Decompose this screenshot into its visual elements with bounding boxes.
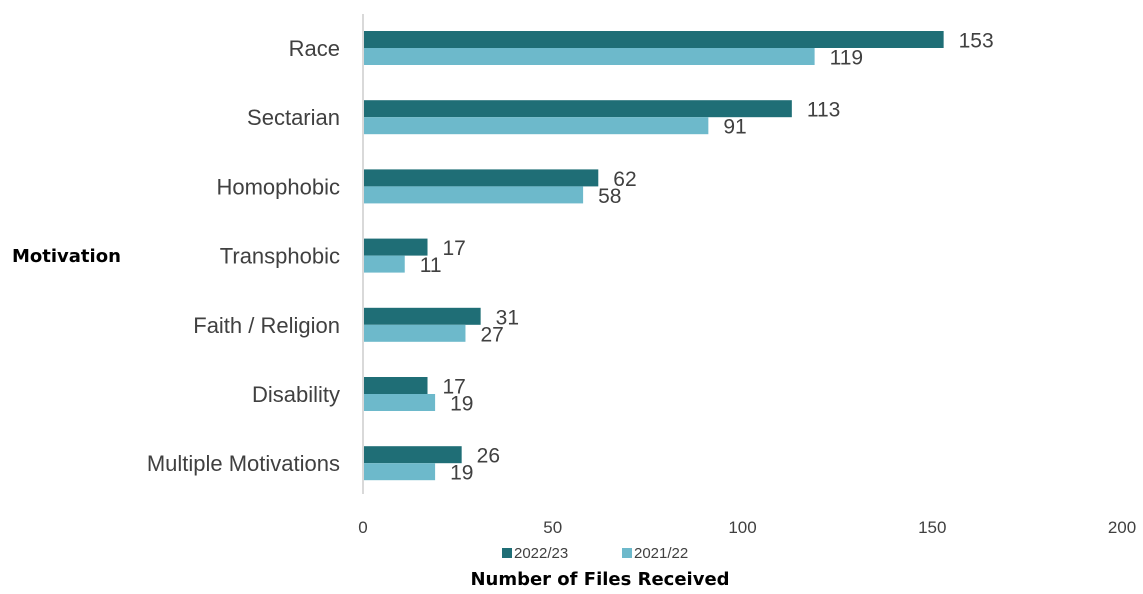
x-tick-100: 100 <box>728 518 756 537</box>
bar-multiple-motivations-0 <box>363 446 462 464</box>
bar-transphobic-0 <box>363 238 428 256</box>
bar-multiple-motivations-1 <box>363 463 436 481</box>
value-label-homophobic-1: 58 <box>598 185 621 208</box>
bar-faith-religion-0 <box>363 307 481 325</box>
bar-homophobic-0 <box>363 169 599 187</box>
legend-label-1: 2021/22 <box>634 545 688 562</box>
y-axis-title: Motivation <box>12 246 121 267</box>
value-label-faith-religion-1: 27 <box>480 323 503 346</box>
value-label-multiple-motivations-1: 19 <box>450 462 473 485</box>
value-label-disability-0: 17 <box>443 376 466 399</box>
category-label-race: Race <box>289 36 340 61</box>
value-label-sectarian-0: 113 <box>807 99 840 122</box>
value-label-disability-1: 19 <box>450 393 473 416</box>
legend-swatch-1 <box>622 548 632 558</box>
value-label-race-1: 119 <box>830 47 863 70</box>
x-tick-50: 50 <box>543 518 562 537</box>
category-labels: Race Sectarian Homophobic Transphobic Faith … <box>147 36 340 476</box>
bars <box>363 31 944 481</box>
category-label-transphobic: Transphobic <box>220 244 340 269</box>
category-label-sectarian: Sectarian <box>247 105 340 130</box>
bar-disability-1 <box>363 394 436 411</box>
bar-homophobic-1 <box>363 186 584 204</box>
category-label-disability: Disability <box>252 382 340 407</box>
bar-race-0 <box>363 31 944 48</box>
bar-sectarian-1 <box>363 117 709 135</box>
value-label-faith-religion-0: 31 <box>496 306 519 329</box>
value-label-sectarian-1: 91 <box>723 116 746 139</box>
value-label-homophobic-0: 62 <box>613 168 636 191</box>
legend-label-0: 2022/23 <box>514 545 568 562</box>
legend-swatch-0 <box>502 548 512 558</box>
value-label-multiple-motivations-0: 26 <box>477 445 500 468</box>
category-label-multiple-motivations: Multiple Motivations <box>147 451 340 476</box>
category-label-homophobic: Homophobic <box>216 174 340 199</box>
bar-sectarian-0 <box>363 100 792 118</box>
bar-transphobic-1 <box>363 255 405 273</box>
legend: 2022/23 2021/22 <box>502 545 688 562</box>
value-label-race-0: 153 <box>959 30 994 53</box>
bar-disability-0 <box>363 377 428 394</box>
value-label-transphobic-0: 17 <box>443 237 466 260</box>
x-tick-200: 200 <box>1108 518 1136 537</box>
bar-faith-religion-1 <box>363 324 466 342</box>
x-axis-title: Number of Files Received <box>470 569 729 590</box>
category-label-faith-religion: Faith / Religion <box>193 313 340 338</box>
x-tick-150: 150 <box>918 518 946 537</box>
value-label-transphobic-1: 11 <box>420 254 442 277</box>
x-axis-ticks: 0 50 100 150 200 <box>358 518 1136 537</box>
bar-race-1 <box>363 48 815 65</box>
x-tick-0: 0 <box>358 518 367 537</box>
